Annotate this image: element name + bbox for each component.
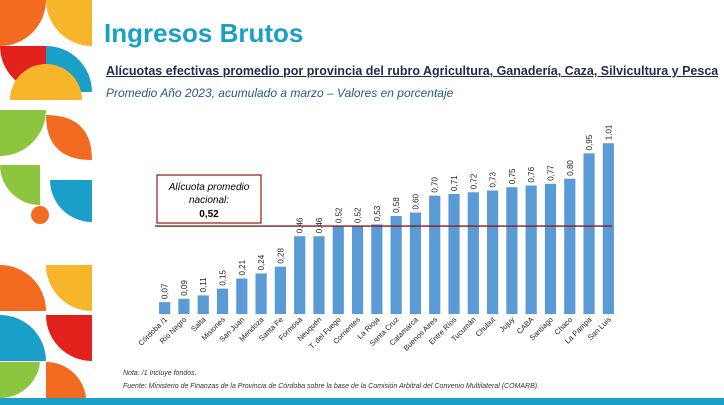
value-label: 0,07 [161,283,170,299]
reference-callout: Alícuota promedio nacional: 0,52 [156,174,262,224]
bar [448,193,460,314]
bar [429,195,441,314]
value-label: 0,52 [354,207,363,223]
value-label: 0,80 [566,160,575,176]
bar [216,288,229,314]
deco-shape-orange-half [0,265,46,311]
bar [390,215,402,314]
bottom-bar [0,398,724,405]
deco-shape-yellow-quarter-2 [46,265,92,311]
bar [351,226,364,314]
bar-series [159,143,614,314]
bar-chart: 0,07 0,09 0,11 0,15 0,21 0,24 0,28 0,46 0,46 0,52… [136,124,614,353]
value-label: 0,15 [219,270,228,286]
bar [467,192,479,314]
bar [487,190,499,314]
bar [564,178,576,314]
footnote: Nota: /1 Incluye fondos. [123,370,197,377]
bar [178,298,190,314]
reference-box [156,174,262,224]
decorative-shapes [0,0,92,399]
bar [197,295,209,314]
value-label: 0,53 [373,205,382,221]
deco-shape-green-quarter-2 [0,362,40,399]
bar [294,236,306,314]
value-label: 0,46 [315,217,324,233]
bar [274,266,286,314]
bar [506,187,518,314]
value-label: 0,75 [508,168,517,184]
bar [255,273,267,314]
deco-shape-orange-quarter-3 [46,361,86,398]
chart-subtitle: Alícuotas efectivas promedio por provinc… [106,64,719,78]
bar [371,224,383,314]
value-labels: 0,07 0,09 0,11 0,15 0,21 0,24 0,28 0,46 0,46 0,52… [161,124,614,299]
value-label: 0,95 [585,134,594,150]
value-label: 0,11 [199,277,208,293]
value-label: 0,46 [296,217,305,233]
deco-shape-red-quarter-2 [46,315,92,361]
value-label: 0,72 [469,173,478,189]
bar [583,153,595,314]
value-label: 0,60 [411,193,420,209]
value-label: 0,21 [238,259,247,275]
value-label: 0,24 [257,254,266,270]
bar [332,226,344,314]
value-label: 0,28 [276,248,285,264]
category-label: Chubut [474,314,498,338]
value-label: 0,70 [431,177,440,193]
deco-shape-orange-quarter [0,0,46,46]
chart-period-note: Promedio Año 2023, acumulado a marzo – V… [106,86,454,100]
value-label: 0,73 [489,171,498,187]
bar [159,302,171,314]
value-label: 0,09 [180,280,189,296]
bar [236,278,248,314]
reference-label-line1: Alícuota promedio [168,182,250,193]
value-label: 0,77 [546,165,555,181]
value-label: 0,58 [392,197,401,213]
bar [602,143,614,314]
source-note: Fuente: Ministerio de Finanzas de la Pro… [123,383,540,390]
deco-shape-green-drop [0,165,40,205]
category-label: Jujuy [498,315,517,334]
bar [525,185,537,314]
value-label: 1,01 [604,124,613,140]
slide-title: Ingresos Brutos [104,18,304,48]
deco-shape-green-quarter [0,110,46,156]
bar [544,183,557,314]
deco-shape-yellow-quarter [46,0,92,46]
deco-shape-blue-quarter-3 [0,315,46,361]
deco-shape-yellow-half [10,64,82,100]
value-label: 0,71 [450,175,459,191]
deco-shape-blue-quarter-2 [50,180,92,222]
bar [409,212,422,314]
reference-label-line2: nacional: [189,195,229,206]
deco-shape-orange-leaf [46,115,92,160]
value-label: 0,76 [527,166,536,182]
deco-dot-orange [31,206,49,224]
bar [313,236,325,314]
reference-value-label: 0,52 [199,209,219,220]
value-label: 0,52 [334,207,343,223]
